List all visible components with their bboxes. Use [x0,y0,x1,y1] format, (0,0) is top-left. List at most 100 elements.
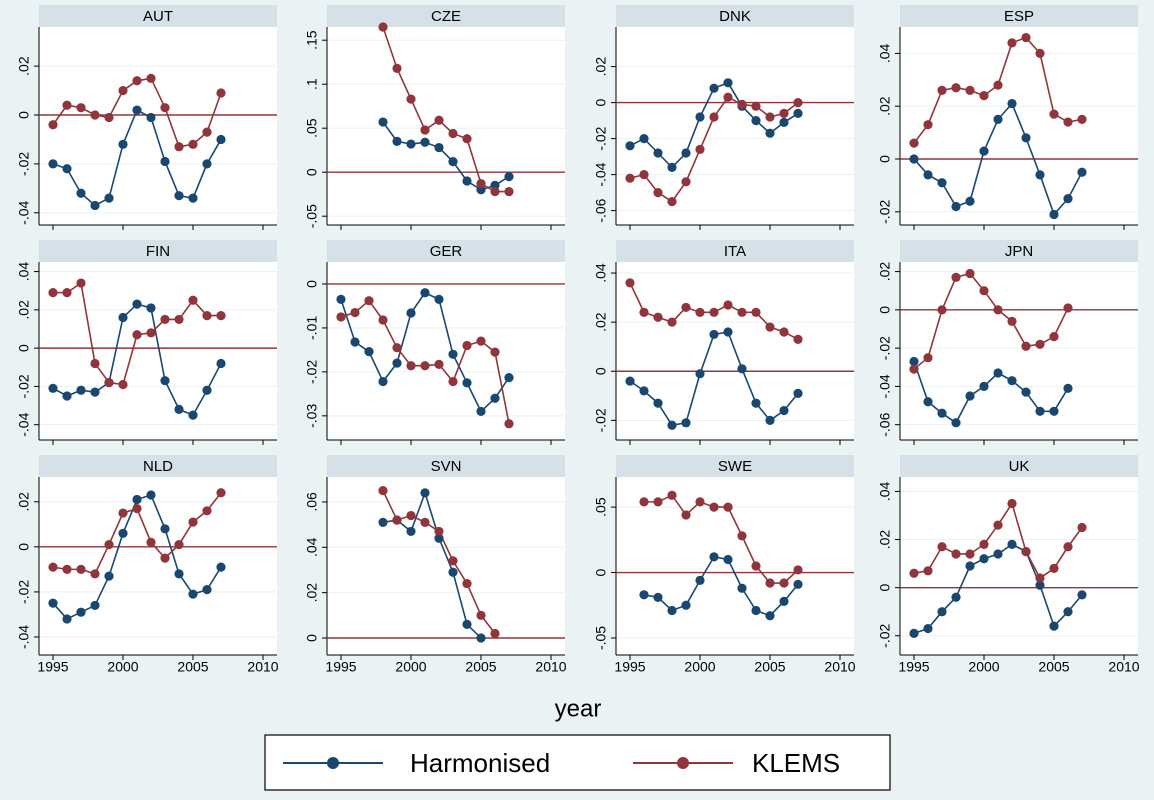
marker [667,420,677,430]
marker [909,138,919,148]
marker [146,303,156,313]
marker [639,590,649,600]
marker [951,201,961,212]
marker [462,578,472,589]
y-tick-label: -.04 [16,412,32,436]
marker [336,294,346,304]
plot-area [900,27,1138,225]
marker [406,526,416,537]
marker [993,114,1003,124]
marker [653,148,663,158]
y-tick-label: .02 [593,57,609,77]
y-tick-label: -.04 [16,625,32,649]
marker [993,305,1003,315]
marker [1021,546,1031,557]
y-tick-label: .02 [304,583,320,603]
marker [48,562,58,572]
y-tick-label: .1 [304,78,320,90]
series-line [382,26,509,193]
y-tick-label: .02 [877,262,893,282]
marker [188,589,198,599]
legend-label: KLEMS [752,748,840,778]
panel-title: SWE [718,458,752,475]
marker [160,156,170,167]
marker [104,377,114,388]
marker [76,278,86,288]
marker [923,397,933,407]
y-tick-label: -.02 [16,374,32,398]
marker [62,614,72,624]
marker [923,170,933,180]
marker [737,364,747,374]
panel: NLD -.04 -.02 0 .02 1995 2000 2005 2010 [16,455,279,675]
marker [216,310,226,321]
marker [1007,38,1017,48]
marker [504,419,514,429]
plot-area [616,477,854,655]
panel-header [900,240,1138,262]
panel: GER -.03 -.02 -.01 0 [304,240,565,445]
marker [639,307,649,317]
marker [653,188,663,198]
marker [667,162,677,172]
marker [1077,114,1087,124]
y-tick-label: .02 [16,300,32,320]
marker [174,191,184,201]
marker [90,110,100,120]
y-tick-label: .02 [877,530,893,550]
panel-header [616,240,854,262]
marker [639,170,649,180]
marker [174,404,184,414]
marker [216,88,226,98]
marker [625,173,635,183]
marker [1035,339,1045,349]
marker [723,327,733,337]
marker [1049,332,1059,342]
marker [216,488,226,498]
marker [420,125,430,135]
marker [202,585,212,595]
marker [476,610,486,620]
marker [709,112,719,122]
y-tick-label: 0 [877,155,893,163]
marker [1077,590,1087,600]
marker [216,562,226,572]
marker [723,92,733,102]
y-tick-label: 0 [16,344,32,352]
marker [76,564,86,574]
marker [132,299,142,309]
marker [737,583,747,593]
legend-marker [327,757,339,769]
marker [160,553,170,563]
marker [1049,621,1059,631]
panel-title: NLD [143,458,173,475]
panel: ESP -.02 0 .02 .04 [877,5,1138,230]
marker [48,120,58,130]
y-tick-label: .05 [593,497,609,517]
y-tick-label: 0 [593,568,609,576]
y-tick-label: .06 [304,492,320,512]
x-tick-label: 2005 [177,659,208,675]
marker [132,330,142,340]
marker [667,490,677,500]
marker [765,322,775,332]
marker [737,307,747,317]
marker [490,186,500,197]
marker [146,537,156,547]
y-tick-label: -.02 [593,126,609,150]
panel-title: DNK [719,8,751,25]
marker [476,406,486,417]
marker [793,334,803,344]
marker [965,561,975,571]
marker [937,305,947,315]
panel: FIN -.04 -.02 0 .02 .04 [16,240,277,445]
marker [448,376,458,387]
marker [923,566,933,576]
marker [695,112,705,122]
marker [378,517,388,527]
y-tick-label: -.02 [877,623,893,647]
y-tick-label: 0 [304,634,320,642]
marker [420,137,430,147]
y-tick-label: .02 [16,56,32,76]
y-tick-label: -.02 [16,580,32,604]
